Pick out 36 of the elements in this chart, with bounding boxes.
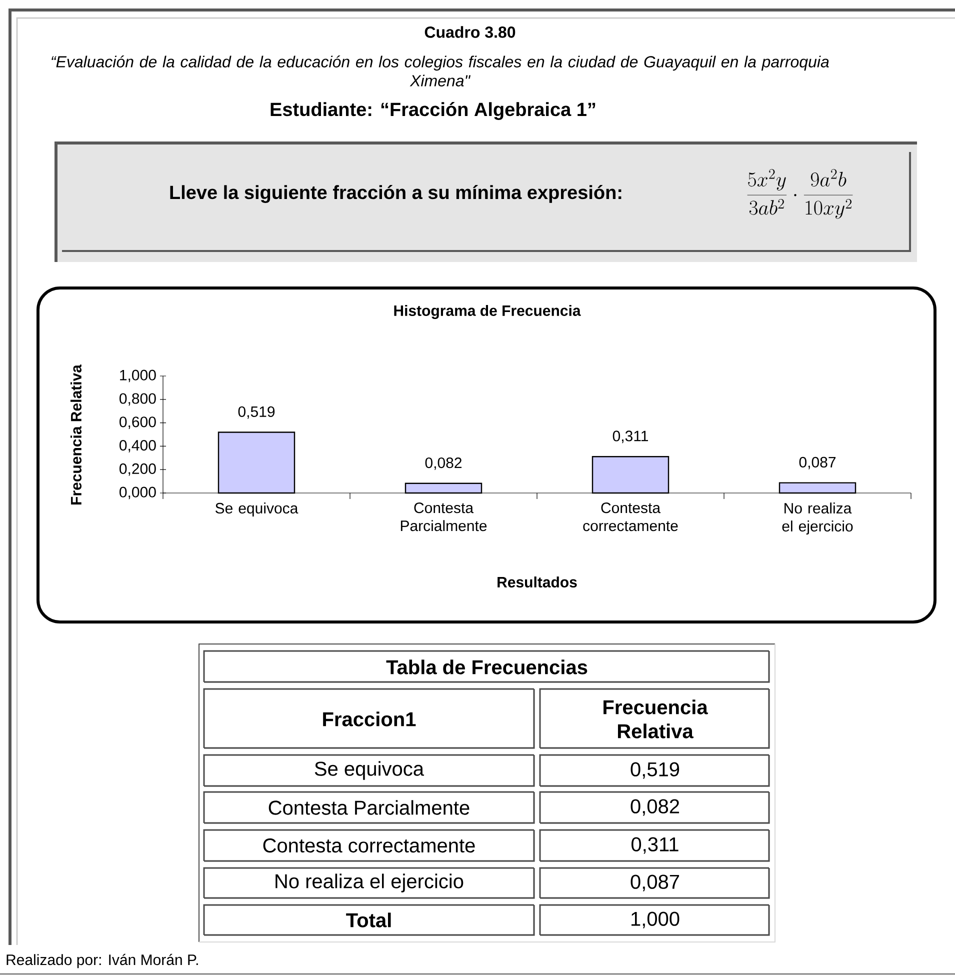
text: Tabla de Frecuencias [386,660,588,674]
text: Realizado por: Iván Morán P. [6,954,198,968]
data-label: 0,519 [238,406,275,419]
text: 0,519 [630,762,680,779]
x-tick-label: No realiza el ejercicio [782,502,853,535]
text: Estudiante: “Fracción Algebraica 1” [270,102,596,120]
text: 0,082 [630,799,680,816]
data-label: 0,311 [612,430,648,444]
text: Total [346,912,391,928]
text: Fraccion1 [323,712,416,726]
text: 1,000 [632,912,680,928]
y-tick-label: 0,000 [120,486,156,500]
text: Frecuencia Relativa [604,700,708,738]
text: “Evaluación de la calidad de la educación en los colegios fiscales en la ciudad de Guayaquil en la parroquia Ximena" [52,56,829,86]
data-label: 0,082 [425,457,462,470]
x-axis-title: Resultados [498,576,577,588]
text: $\frac{5x^{2}y}{3ab^{2}}\cdot\frac{9a^{2}b}{10xy^{2}}$ [747,169,853,219]
category-label: Contesta Parcialmente [268,800,470,815]
category-label: Contesta correctamente [263,838,475,853]
y-tick-label: 0,400 [120,440,156,452]
text: 0,311 [632,837,678,854]
text: 0,087 [630,874,680,892]
category-label: Se equivoca [314,761,424,780]
chart-title: Histograma de Frecuencia [394,304,581,320]
x-tick-label: Se equivoca [215,502,298,516]
y-tick-label: 1,000 [120,370,156,382]
y-axis-title: Frecuencia Relativa [70,364,82,504]
category-label: No realiza el ejercicio [276,874,464,892]
text: Cuadro 3.80 [424,26,516,38]
y-tick-label: 0,600 [120,416,156,429]
data-label: 0,087 [799,456,836,470]
x-tick-label: Contesta correctamente [583,502,678,532]
y-tick-label: 0,800 [120,393,156,406]
y-tick-label: 0,200 [120,463,156,476]
x-tick-label: Contesta Parcialmente [400,502,487,532]
text: Lleve la siguiente fracción a su mínima expresión: [170,185,622,203]
